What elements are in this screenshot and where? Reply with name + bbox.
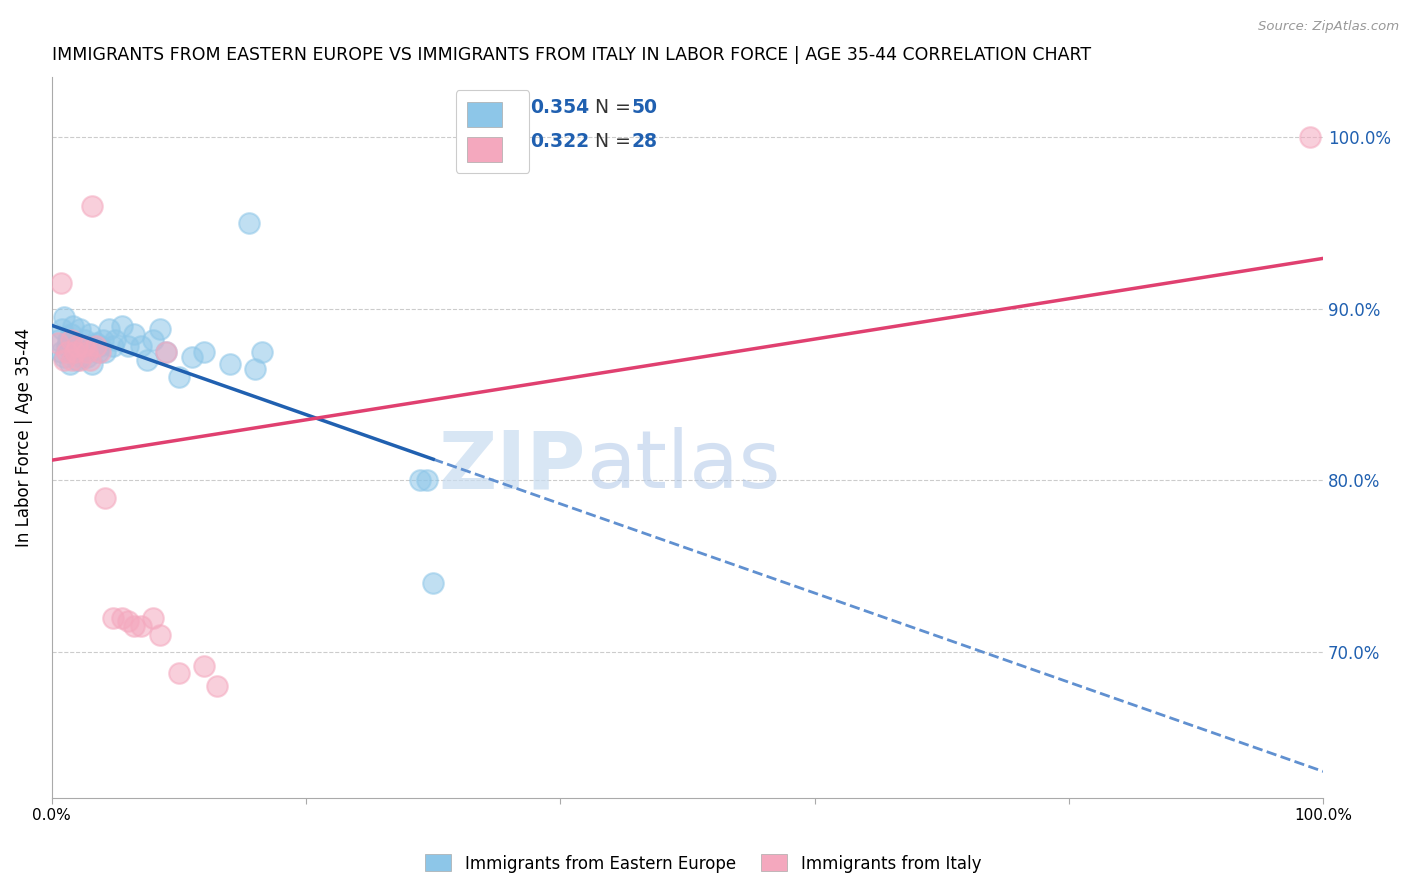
Point (63, 344, 86, 359)
Point (72, 339, 94, 353)
Point (89, 344, 111, 359)
Point (193, 658, 215, 673)
Point (70, 350, 93, 364)
Point (117, 614, 139, 628)
Point (76, 350, 98, 364)
Point (58, 357, 80, 371)
Point (111, 318, 134, 333)
Point (416, 474, 439, 488)
Point (63, 344, 86, 359)
Point (69, 322, 91, 336)
Point (58, 333, 80, 347)
Point (97, 322, 120, 336)
Point (180, 350, 202, 364)
Point (155, 344, 177, 359)
Point (149, 322, 172, 336)
Point (91, 333, 114, 347)
Text: 0.354: 0.354 (530, 98, 589, 117)
Point (46, 336, 69, 351)
Point (84, 336, 107, 351)
Point (250, 344, 273, 359)
Point (84, 339, 107, 353)
Point (51, 322, 73, 336)
Point (62, 318, 84, 333)
Point (238, 216, 260, 230)
Point (76, 344, 98, 359)
Point (66, 353, 89, 368)
Point (94, 344, 117, 359)
Point (59, 327, 82, 342)
Point (75, 339, 97, 353)
Point (89, 339, 111, 353)
Point (73, 333, 96, 347)
Point (149, 628, 172, 642)
Point (205, 680, 228, 694)
Text: 28: 28 (631, 132, 658, 152)
Point (1299, 130, 1322, 145)
Legend: , : , (456, 90, 530, 173)
Text: ZIP: ZIP (439, 427, 586, 506)
Point (129, 339, 152, 353)
Point (72, 339, 94, 353)
Point (82, 357, 104, 371)
Point (59, 333, 82, 347)
Text: IMMIGRANTS FROM EASTERN EUROPE VS IMMIGRANTS FROM ITALY IN LABOR FORCE | AGE 35-: IMMIGRANTS FROM EASTERN EUROPE VS IMMIGR… (52, 46, 1091, 64)
Point (409, 474, 432, 488)
Point (124, 619, 146, 633)
Point (117, 339, 139, 353)
Point (56, 344, 79, 359)
Text: 50: 50 (631, 98, 658, 117)
Point (101, 611, 124, 625)
Point (53, 350, 76, 364)
Point (56, 339, 79, 353)
Text: R =: R = (481, 132, 523, 152)
Text: Source: ZipAtlas.com: Source: ZipAtlas.com (1258, 20, 1399, 33)
Text: N =: N = (583, 98, 637, 117)
Point (94, 491, 117, 505)
Point (83, 339, 105, 353)
Point (53, 310, 76, 325)
Point (67, 344, 90, 359)
Y-axis label: In Labor Force | Age 35-44: In Labor Force | Age 35-44 (15, 328, 32, 547)
Point (66, 339, 89, 353)
Point (69, 353, 91, 368)
Legend: Immigrants from Eastern Europe, Immigrants from Italy: Immigrants from Eastern Europe, Immigran… (418, 847, 988, 880)
Point (101, 339, 124, 353)
Point (82, 199, 104, 213)
Point (218, 357, 240, 371)
Point (193, 344, 215, 359)
Point (136, 353, 159, 368)
Text: 0.322: 0.322 (530, 132, 589, 152)
Point (65, 336, 87, 351)
Point (104, 333, 127, 347)
Point (60, 353, 83, 368)
Point (167, 665, 190, 680)
Point (49, 276, 72, 290)
Point (124, 327, 146, 342)
Point (79, 353, 101, 368)
Point (422, 576, 444, 591)
Point (167, 370, 190, 384)
Point (60, 339, 83, 353)
Point (49, 344, 72, 359)
Point (79, 327, 101, 342)
Point (142, 333, 165, 347)
Text: N =: N = (583, 132, 637, 152)
Point (53, 353, 76, 368)
Text: R =: R = (481, 98, 523, 117)
Point (155, 344, 177, 359)
Point (111, 611, 134, 625)
Point (243, 361, 266, 376)
Point (129, 619, 152, 633)
Point (46, 333, 69, 347)
Text: atlas: atlas (586, 427, 780, 506)
Point (86, 344, 108, 359)
Point (142, 611, 165, 625)
